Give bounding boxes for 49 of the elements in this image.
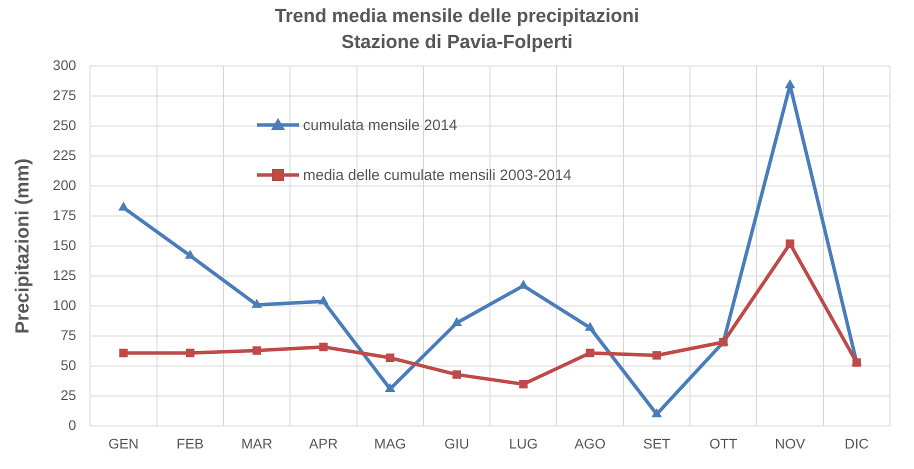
point [386, 354, 394, 362]
x-tick-label: GEN [108, 435, 139, 452]
point [186, 348, 194, 358]
point [318, 295, 329, 304]
y-tick-label: 125 [52, 266, 76, 283]
x-tick-label: FEB [176, 435, 204, 452]
point [584, 322, 596, 331]
x-tick-label: MAR [241, 435, 272, 452]
y-tick-label: 300 [52, 56, 76, 73]
legend-label: media delle cumulate mensili 2003-2014 [303, 166, 572, 184]
point [452, 316, 462, 326]
y-tick-label: 0 [68, 417, 76, 434]
legend-label: cumulata mensile 2014 [303, 116, 458, 134]
y-axis-title: Precipitazioni (mm) [12, 158, 34, 334]
point [118, 202, 129, 211]
y-tick-label: 175 [52, 206, 76, 223]
point [784, 79, 796, 88]
point [252, 298, 262, 308]
point [519, 380, 528, 388]
x-tick-label: LUG [509, 435, 538, 452]
x-tick-label: APR [309, 435, 338, 452]
x-tick-label: OTT [709, 435, 738, 452]
point [652, 351, 661, 360]
point [652, 408, 662, 418]
point [384, 382, 396, 392]
y-tick-label: 200 [52, 176, 76, 193]
x-tick-label: MAG [374, 435, 406, 452]
y-tick-label: 100 [52, 296, 76, 313]
x-tick-label: AGO [574, 435, 606, 452]
y-tick-label: 225 [52, 146, 76, 163]
y-tick-label: 25 [60, 387, 76, 404]
point [518, 280, 529, 289]
x-tick-label: SET [643, 435, 671, 452]
chart-title: Trend media mensile delle precipitazioni Stazione di Pavia-Folperti [274, 5, 640, 55]
y-tick-label: 275 [52, 86, 76, 103]
point [452, 370, 461, 379]
x-tick-label: DIC [844, 435, 869, 452]
point [319, 342, 328, 352]
x-tick-label: NOV [774, 435, 806, 452]
point [586, 348, 594, 358]
point [184, 250, 196, 259]
point [119, 348, 128, 358]
y-tick-label: 250 [52, 116, 76, 133]
point [252, 346, 262, 355]
x-tick-label: GIU [444, 435, 470, 452]
y-tick-label: 50 [60, 357, 76, 374]
point [786, 239, 794, 248]
y-tick-label: 75 [60, 327, 76, 344]
y-tick-label: 150 [52, 236, 76, 253]
